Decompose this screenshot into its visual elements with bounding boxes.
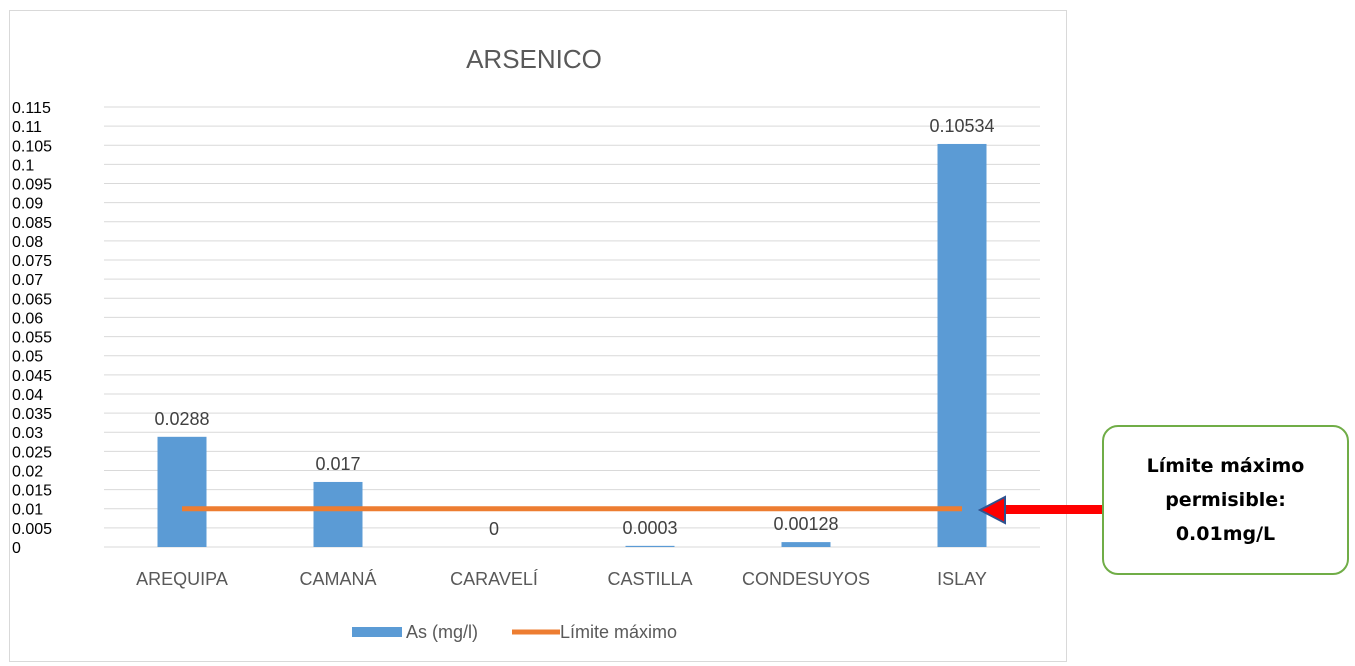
y-tick-label: 0.035 [12,406,52,423]
y-tick-label: 0.095 [12,177,52,194]
bar-data-label: 0 [489,519,499,539]
bar [157,436,207,547]
y-tick-label: 0.015 [12,483,52,500]
callout-line-3: 0.01mg/L [1175,523,1276,545]
y-tick-label: 0.115 [12,100,51,117]
x-category-label: AREQUIPA [136,569,228,589]
bar [781,542,831,547]
y-tick-label: 0.1 [12,157,34,174]
x-category-label: CAMANÁ [299,569,376,589]
bar-data-label: 0.10534 [929,116,994,136]
callout-arrow-shaft [1002,505,1104,514]
y-tick-label: 0.05 [12,349,43,366]
callout-line-1: Límite máximo [1146,455,1305,477]
callout-arrow-head [977,495,1006,525]
bar [313,481,363,547]
legend-swatch-bars [352,627,402,637]
bar-data-label: 0.0003 [622,518,677,538]
y-tick-label: 0.08 [12,234,43,251]
y-tick-label: 0.06 [12,310,43,327]
y-tick-label: 0.045 [12,368,52,385]
y-tick-label: 0.03 [12,425,43,442]
y-tick-label: 0.105 [12,138,52,155]
y-tick-label: 0.025 [12,444,52,461]
y-tick-label: 0.01 [12,502,43,519]
bar [937,143,987,547]
x-category-label: ISLAY [937,569,987,589]
y-tick-label: 0.04 [12,387,43,404]
bar-data-label: 0.017 [315,454,360,474]
y-tick-label: 0.065 [12,291,52,308]
x-category-label: CARAVELÍ [450,569,538,589]
legend-label-line: Límite máximo [560,622,677,642]
chart-frame [9,10,1067,662]
y-tick-label: 0.02 [12,463,43,480]
bar [625,545,675,547]
y-tick-label: 0 [12,540,21,557]
y-tick-label: 0.055 [12,330,52,347]
bar-data-label: 0.0288 [154,409,209,429]
chart-title: ARSENICO [466,44,602,74]
limit-callout-box: Límite máximo permisible: 0.01mg/L [1102,425,1349,575]
y-tick-label: 0.09 [12,196,43,213]
y-tick-label: 0.11 [12,119,42,136]
x-category-label: CASTILLA [607,569,692,589]
y-tick-label: 0.005 [12,521,52,538]
x-category-label: CONDESUYOS [742,569,870,589]
legend-label-bars: As (mg/l) [406,622,478,642]
y-tick-label: 0.075 [12,253,52,270]
bar-data-label: 0.00128 [773,514,838,534]
y-tick-label: 0.085 [12,215,52,232]
callout-line-2: permisible: [1165,489,1286,511]
y-tick-label: 0.07 [12,272,43,289]
